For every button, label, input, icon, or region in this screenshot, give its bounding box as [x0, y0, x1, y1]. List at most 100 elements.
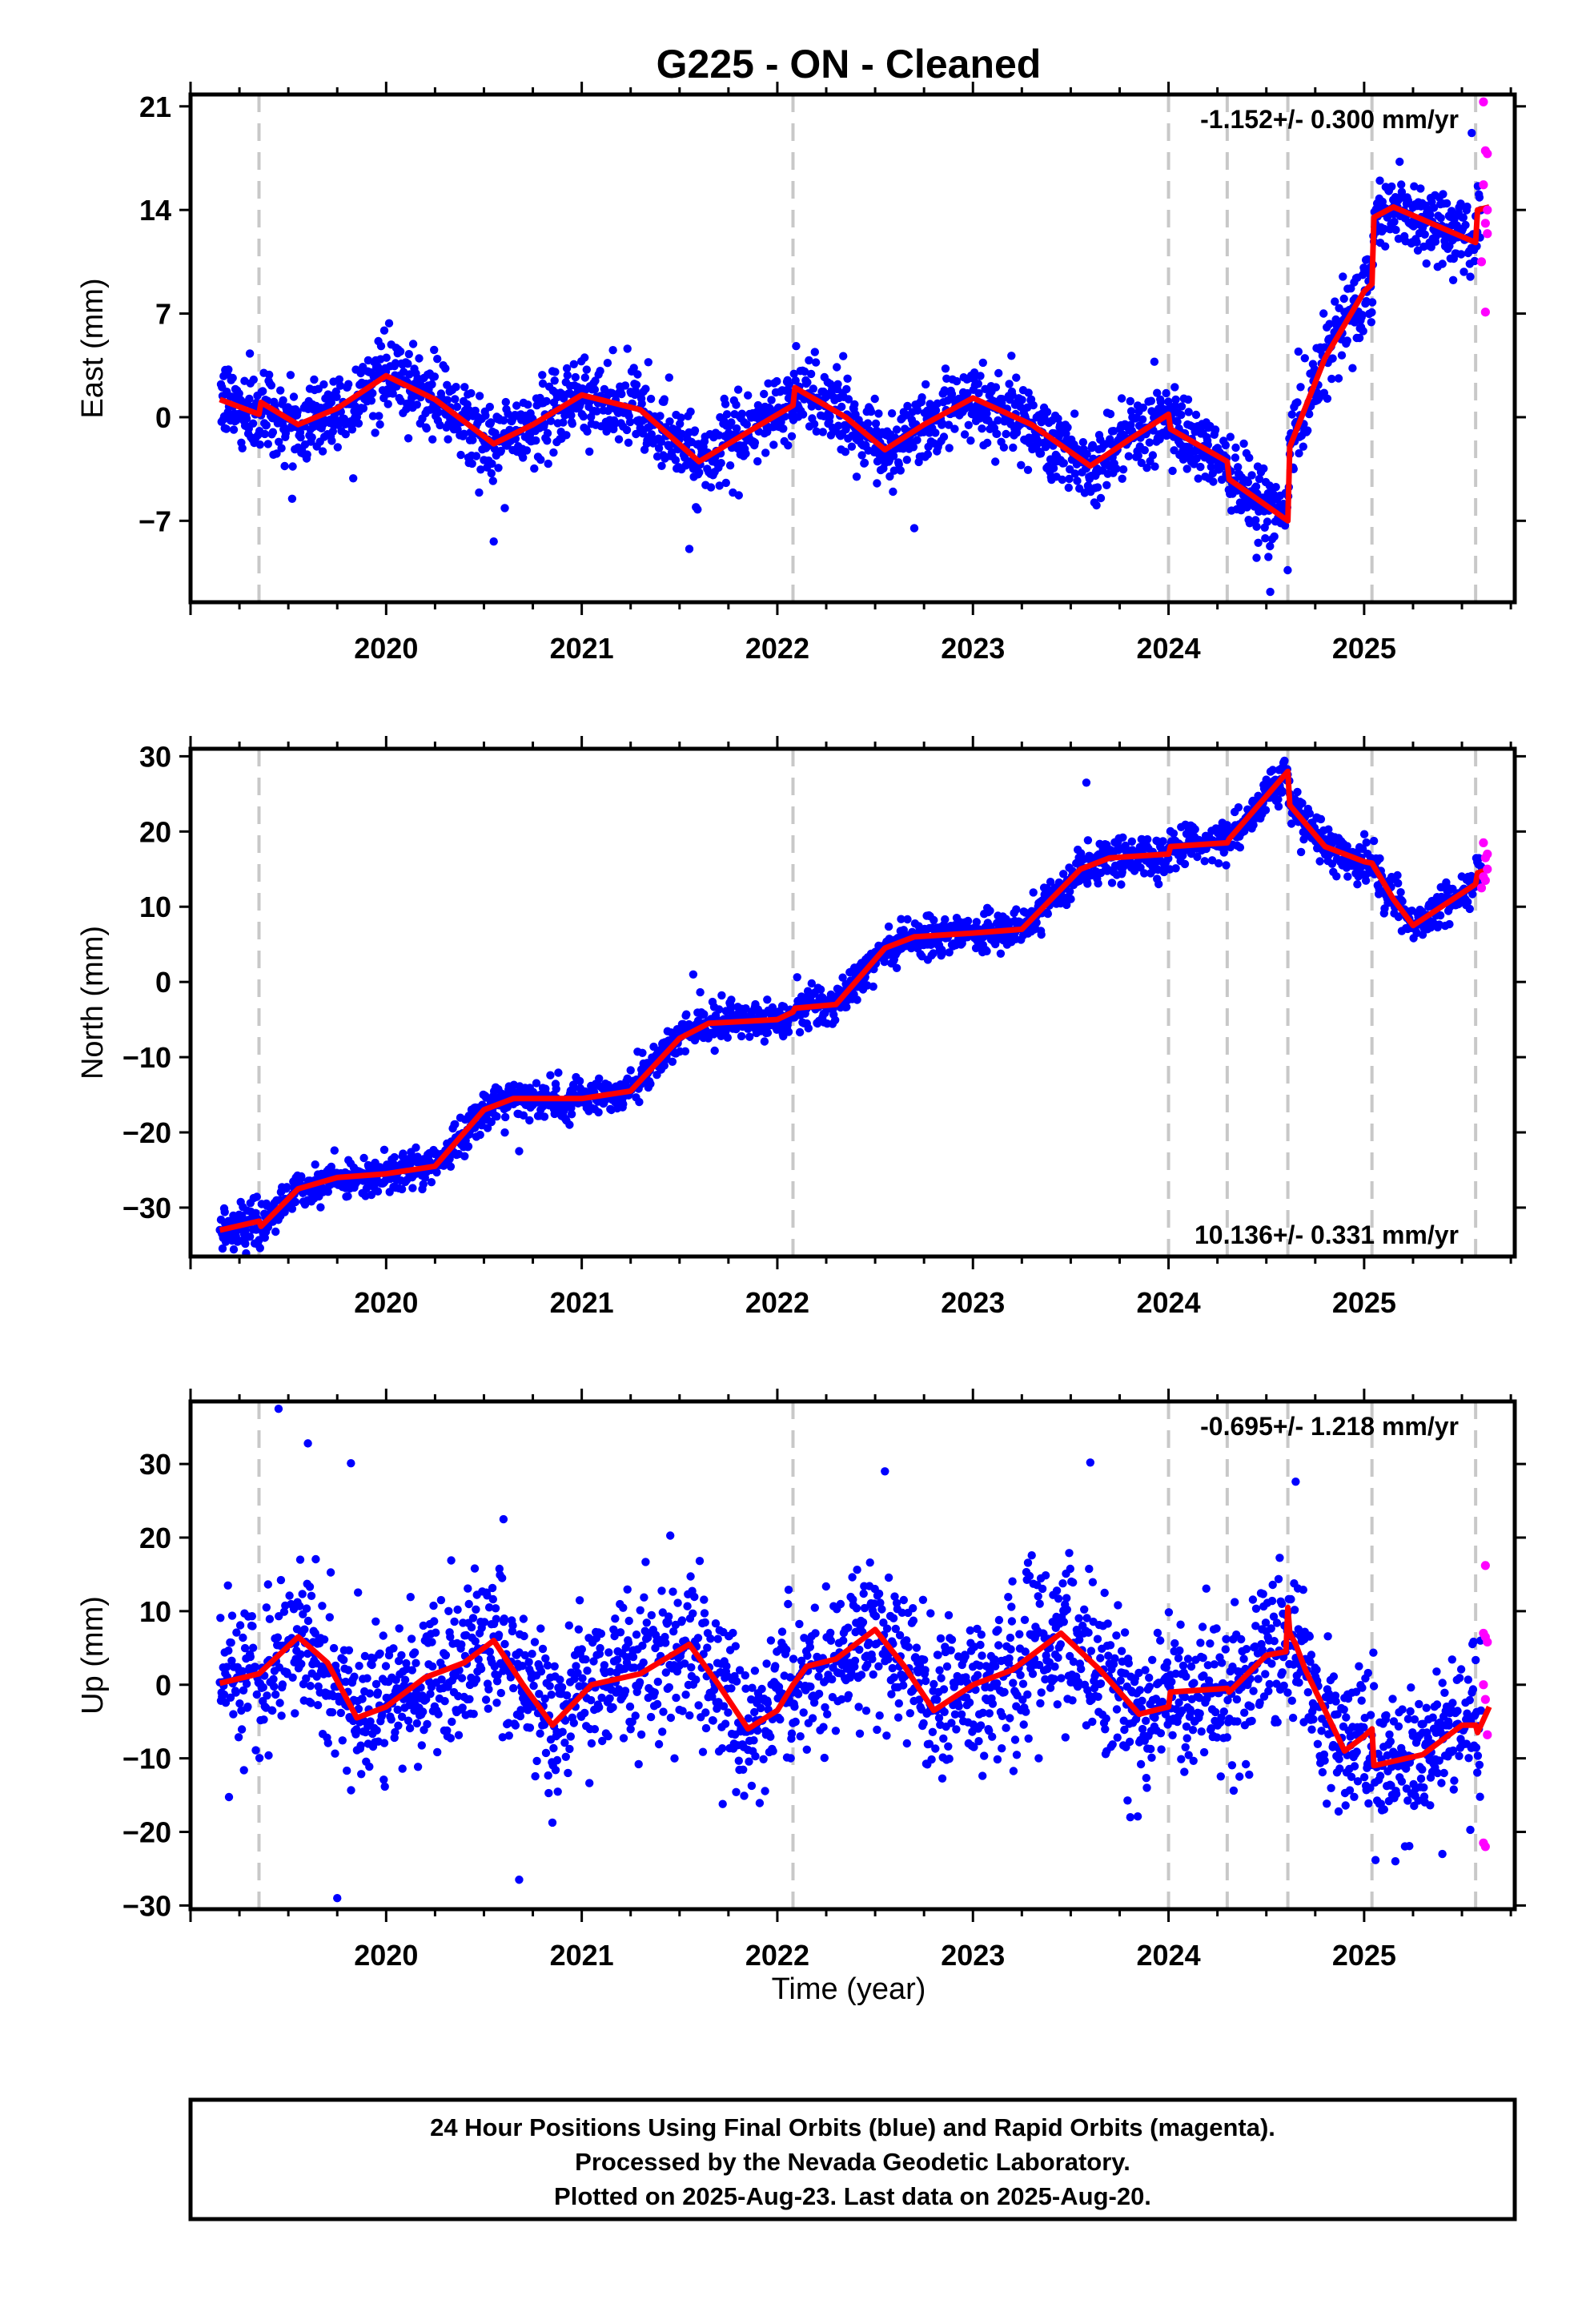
east-point [677, 413, 685, 422]
up-point [446, 1734, 456, 1743]
east-point [1319, 309, 1328, 318]
east-rapid-point [1483, 149, 1492, 159]
east-point [500, 416, 508, 425]
north-point [241, 1239, 250, 1248]
up-point [423, 1719, 432, 1729]
east-point [519, 453, 528, 462]
east-point [1024, 388, 1033, 397]
north-point [311, 1160, 319, 1169]
east-point [809, 384, 817, 393]
up-point [263, 1691, 271, 1700]
east-point [1170, 383, 1179, 392]
up-point [224, 1647, 233, 1655]
east-point [260, 429, 269, 439]
east-point [496, 446, 505, 456]
north-point [575, 1076, 584, 1086]
north-point [379, 1145, 389, 1155]
up-point [365, 1689, 375, 1698]
east-point [559, 418, 568, 427]
up-point [372, 1726, 381, 1735]
east-point [760, 389, 769, 399]
north-point [1200, 857, 1209, 866]
east-point [732, 400, 741, 409]
east-point [721, 478, 730, 488]
east-point [964, 420, 974, 429]
north-point [1046, 878, 1055, 887]
north-xtick-label: 2021 [550, 1286, 614, 1319]
east-ytick-label: 7 [155, 298, 171, 331]
north-point [229, 1245, 239, 1254]
north-point [972, 918, 982, 927]
east-point [404, 350, 413, 359]
north-point [476, 1130, 484, 1140]
north-point [343, 1192, 352, 1200]
east-point [833, 380, 842, 388]
east-point [303, 450, 311, 459]
north-xtick-label: 2020 [354, 1286, 418, 1319]
east-point [608, 346, 617, 355]
east-point [1191, 410, 1201, 420]
north-point [938, 949, 947, 958]
east-point [1234, 463, 1243, 472]
east-point [1287, 410, 1297, 419]
east-point [591, 376, 600, 385]
north-ytick-label: 10 [139, 891, 171, 923]
east-xtick-label: 2025 [1332, 632, 1396, 665]
north-ytick-label: −20 [122, 1116, 171, 1149]
east-point [779, 424, 788, 433]
north-point [595, 1074, 604, 1084]
north-point [565, 1120, 574, 1129]
east-point [1177, 410, 1186, 420]
east-point [249, 375, 258, 384]
east-point [717, 459, 725, 468]
east-point [622, 425, 632, 435]
up-point [355, 1662, 363, 1671]
east-point [656, 437, 665, 446]
north-point [451, 1120, 460, 1129]
up-point [413, 1763, 423, 1771]
east-point [1339, 294, 1348, 304]
north-ylabel: North (mm) [76, 926, 110, 1080]
north-point [1083, 836, 1093, 845]
north-xtick-label: 2023 [941, 1286, 1005, 1319]
east-point [966, 436, 975, 445]
north-point [554, 1068, 563, 1077]
east-point [1170, 401, 1180, 410]
up-point [350, 1672, 359, 1681]
up-point [273, 1633, 283, 1642]
east-point [1243, 478, 1253, 487]
east-point [660, 395, 669, 404]
up-point [387, 1715, 396, 1724]
east-point [596, 367, 604, 376]
east-point [1466, 272, 1475, 281]
north-point [842, 1003, 851, 1011]
east-point [944, 420, 954, 429]
east-point [543, 436, 552, 445]
up-point [378, 1710, 387, 1719]
east-point [733, 385, 743, 394]
east-point [722, 410, 732, 419]
east-point [994, 416, 1002, 425]
east-point [1339, 272, 1347, 281]
up-point [232, 1628, 241, 1637]
east-point [472, 452, 481, 460]
north-point [1261, 806, 1271, 814]
east-point [1459, 213, 1468, 222]
east-point [1070, 409, 1079, 418]
east-point [1436, 214, 1445, 223]
north-point [689, 970, 698, 979]
east-point [1182, 464, 1191, 473]
up-point [270, 1682, 279, 1691]
up-point [242, 1679, 251, 1688]
east-point [354, 419, 363, 428]
up-point [371, 1679, 381, 1689]
east-point [812, 427, 821, 436]
north-point [1274, 795, 1283, 804]
east-point [1251, 482, 1261, 491]
east-point [1367, 308, 1376, 317]
north-point [1293, 787, 1302, 797]
north-point [784, 1027, 793, 1036]
east-point [1283, 565, 1292, 575]
east-point [562, 431, 571, 440]
north-point [1082, 778, 1091, 787]
